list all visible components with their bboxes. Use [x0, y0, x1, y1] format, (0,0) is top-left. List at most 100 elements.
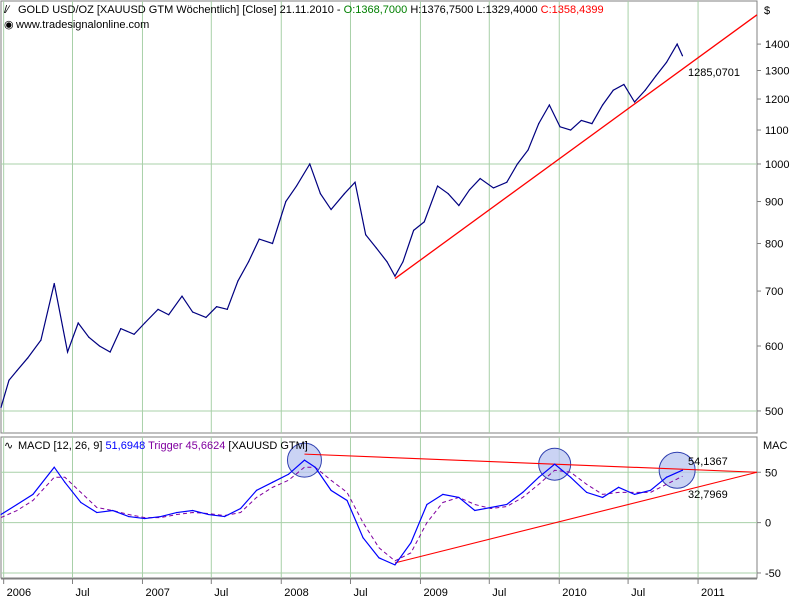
price-data-point [98, 345, 101, 347]
price-data-point [570, 129, 572, 131]
price-trend-label: 1285,0701 [688, 67, 740, 79]
macd-data-point [538, 476, 540, 478]
macd-data-point [176, 511, 178, 514]
price-data-point [492, 187, 495, 189]
price-data-point [665, 61, 668, 63]
price-data-point [0, 406, 2, 409]
macd-data-point [394, 564, 396, 566]
price-data-point [559, 126, 561, 128]
macd-axis-ticks: -50 0 50 [757, 467, 781, 580]
macd-data-point [362, 537, 364, 539]
price-data-point [527, 149, 529, 151]
price-data-point [447, 193, 449, 195]
price-data-point [247, 261, 250, 263]
price-data-point [16, 369, 18, 372]
price-data-point [120, 328, 122, 330]
macd-gridlines [1, 437, 757, 578]
macd-data-point [128, 515, 130, 518]
price-data-point [205, 316, 207, 319]
instrument-title: GOLD USD/OZ [XAUUSD GTM Wöchentlich] [Cl… [18, 4, 334, 16]
price-header: GOLD USD/OZ [XAUUSD GTM Wöchentlich] [Cl… [18, 4, 604, 16]
price-data-point [133, 333, 135, 335]
trigger-value: Trigger 45,6624 [148, 440, 225, 452]
open-value: O:1368,7000 [344, 4, 408, 16]
price-data-point [676, 43, 678, 45]
price-data-point [458, 204, 460, 207]
x-tick-label: Jul [75, 587, 89, 599]
macd-data-point [617, 486, 620, 488]
macd-data-point [378, 557, 380, 559]
price-data-points [0, 43, 684, 409]
macd-source: [XAUUSD GTM] [228, 440, 307, 452]
macd-data-point [458, 496, 460, 499]
price-data-point [144, 322, 146, 324]
price-data-point [27, 357, 29, 359]
price-y-tick-label: 800 [765, 238, 783, 250]
macd-data-point [474, 509, 476, 512]
time-axis: 2006 Jul 2007 Jul 2008 Jul 2009 Jul 2010 Jul 2011 [1, 578, 757, 599]
price-data-point [436, 185, 439, 187]
x-tick-label: 2009 [423, 587, 447, 599]
macd-data-point [80, 501, 82, 504]
price-data-point [681, 55, 684, 57]
price-data-point [258, 238, 260, 240]
price-data-point [319, 193, 322, 195]
chart-icon: /∕ [4, 4, 11, 16]
macd-y-tick-label: 0 [765, 518, 771, 530]
price-data-point [157, 308, 159, 310]
price-data-point [375, 247, 377, 249]
macd-data-point [303, 459, 306, 461]
macd-data-point [410, 542, 412, 544]
macd-data-point [192, 509, 194, 512]
macd-header: MACD [12, 26, 9] 51,6948 Trigger 45,6624… [18, 440, 308, 452]
price-data-point [216, 306, 218, 308]
x-tick-label: 2008 [284, 587, 308, 599]
macd-data-point [314, 466, 316, 468]
currency-label: $ [764, 5, 770, 17]
macd-data-point [255, 489, 258, 491]
macd-data-point [602, 496, 604, 499]
price-y-tick-label: 1000 [765, 159, 789, 171]
macd-data-point [681, 469, 684, 471]
price-data-point [413, 229, 415, 231]
macd-data-point [633, 493, 636, 496]
price-data-point [623, 83, 625, 86]
price-gridlines [1, 1, 757, 433]
macd-value: 51,6948 [105, 440, 145, 452]
price-data-point [285, 200, 287, 203]
macd-data-point [160, 515, 162, 518]
macd-title: MACD [12, 26, 9] [18, 440, 102, 452]
price-data-point [655, 75, 657, 77]
price-data-point [192, 311, 194, 313]
price-data-point [77, 322, 79, 324]
price-y-tick-label: 1400 [765, 39, 789, 51]
price-data-point [602, 104, 604, 106]
high-value: H:1376,7500 [410, 4, 473, 16]
price-y-tick-label: 1100 [765, 125, 789, 137]
macd-data-point [346, 499, 348, 502]
price-data-point [423, 221, 425, 223]
x-tick-label: 2011 [701, 587, 725, 599]
macd-y-tick-label: -50 [765, 568, 781, 580]
price-data-point [53, 282, 55, 285]
macd-data-point [64, 481, 66, 483]
price-data-point [394, 275, 396, 277]
price-data-point [468, 189, 471, 191]
macd-data-point [522, 491, 524, 493]
macd-icon: ∿ [4, 440, 13, 452]
macd-data-point [32, 493, 34, 496]
x-tick-label: 2006 [7, 587, 31, 599]
price-data-point [644, 89, 646, 91]
price-y-tick-label: 1200 [765, 94, 789, 106]
price-data-point [633, 101, 636, 103]
macd-axis-title: MAC [763, 440, 788, 452]
macd-series-line [0, 459, 683, 566]
price-data-point [343, 193, 345, 195]
price-panel: 500 600 700 800 900 1000 1100 1200 1300 1400 1285… [0, 0, 789, 434]
low-value: L:1329,4000 [476, 4, 537, 16]
macd-data-point [554, 463, 556, 465]
macd-y-tick-label: 50 [765, 467, 777, 479]
price-data-point [271, 242, 274, 245]
close-value: C:1358,4399 [541, 4, 604, 16]
